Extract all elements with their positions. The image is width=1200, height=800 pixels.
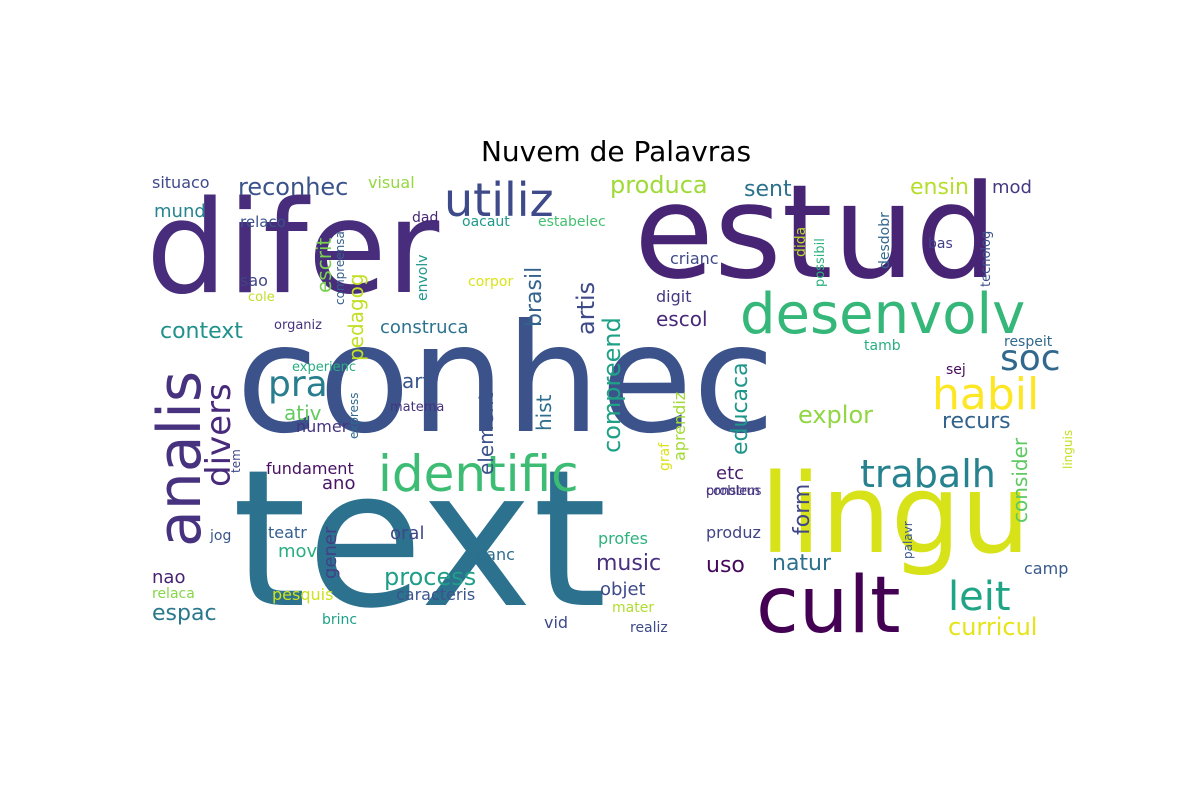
cloud-word: curricul xyxy=(948,613,1038,641)
cloud-word: danc xyxy=(476,545,515,564)
cloud-word: explor xyxy=(798,401,873,429)
cloud-word: natur xyxy=(772,551,832,576)
cloud-word: dida xyxy=(793,226,809,257)
cloud-word: digit xyxy=(656,287,692,306)
cloud-word: respeit xyxy=(1004,334,1053,350)
cloud-word: trabalh xyxy=(860,452,996,496)
cloud-word: relaco xyxy=(240,213,286,231)
cloud-word: linguis xyxy=(1061,429,1075,469)
cloud-word: mater xyxy=(612,600,655,616)
cloud-word: soc xyxy=(1000,338,1061,379)
page-title: Nuvem de Palavras xyxy=(480,135,752,168)
cloud-word: element xyxy=(474,392,498,475)
cloud-word: teatr xyxy=(268,523,307,542)
cloud-word: compreensa xyxy=(333,231,347,305)
cloud-word: compreend xyxy=(598,317,626,453)
cloud-word: profes xyxy=(598,529,648,548)
cloud-word: mod xyxy=(992,177,1032,198)
cloud-word: artis xyxy=(572,281,600,335)
cloud-word: uso xyxy=(706,553,745,578)
cloud-word: process xyxy=(384,563,477,591)
cloud-word: matema xyxy=(390,400,445,415)
cloud-word: nao xyxy=(152,567,186,588)
cloud-word: objet xyxy=(600,579,646,600)
cloud-word: pesquis xyxy=(272,585,334,604)
cloud-word: music xyxy=(596,551,662,576)
cloud-word: jog xyxy=(210,528,232,544)
cloud-word: construca xyxy=(380,317,469,338)
cloud-word: tecnolog xyxy=(979,230,994,287)
cloud-word: pra xyxy=(268,364,328,405)
cloud-word: reconhec xyxy=(238,175,349,201)
cloud-word: camp xyxy=(1024,559,1069,578)
cloud-word: sej xyxy=(946,362,966,378)
cloud-word: caracteris xyxy=(396,585,476,604)
cloud-word: graf xyxy=(657,442,673,471)
cloud-word: sent xyxy=(744,177,792,202)
cloud-word: conhec xyxy=(236,293,776,467)
cloud-word: construs xyxy=(706,484,762,499)
cloud-word: estud xyxy=(634,175,998,308)
cloud-word: dad xyxy=(412,210,439,226)
cloud-word: desenvolv xyxy=(740,282,1026,347)
cloud-word: mov xyxy=(278,541,318,562)
cloud-word: possibil xyxy=(813,238,828,287)
cloud-word: text xyxy=(232,429,607,645)
cloud-word: ativ xyxy=(284,401,322,425)
word-cloud: conhec text difer estud lingu cult desen… xyxy=(150,175,1082,645)
cloud-word: ano xyxy=(322,473,356,494)
cloud-word: brinc xyxy=(322,612,358,628)
cloud-word: oacaut xyxy=(462,214,510,230)
cloud-word: escrit xyxy=(312,237,336,293)
cloud-word: lingu xyxy=(760,450,1031,578)
cloud-word: tamb xyxy=(864,338,901,354)
cloud-word: experienc xyxy=(292,360,357,375)
cloud-word: identific xyxy=(378,445,579,503)
cloud-word: relaca xyxy=(152,586,195,602)
cloud-word: etc xyxy=(716,463,745,484)
cloud-word: escol xyxy=(656,307,708,331)
cloud-word: form xyxy=(790,483,815,535)
cloud-word: oral xyxy=(390,523,425,544)
cloud-word: sao xyxy=(240,271,268,290)
cloud-word: corpor xyxy=(468,274,514,290)
cloud-word: difer xyxy=(150,175,440,323)
cloud-word: art xyxy=(402,369,431,393)
cloud-word: cole xyxy=(248,290,275,305)
cloud-word: bas xyxy=(928,236,953,252)
cloud-word: espac xyxy=(152,601,217,626)
cloud-word: context xyxy=(160,319,243,344)
cloud-word: ensin xyxy=(910,175,969,200)
cloud-word: problem xyxy=(706,484,760,499)
cloud-word: visual xyxy=(368,175,415,192)
cloud-word: crianc xyxy=(670,249,719,268)
cloud-word: realiz xyxy=(630,620,668,636)
cloud-word: mund xyxy=(154,201,206,222)
cloud-word: express xyxy=(347,392,361,439)
cloud-word: recurs xyxy=(942,409,1011,434)
cloud-word: leit xyxy=(948,574,1011,620)
cloud-word: educaca xyxy=(728,362,753,455)
cloud-word: brasil xyxy=(522,266,547,327)
cloud-word: consider xyxy=(1008,437,1032,523)
cloud-word: pedagog xyxy=(344,273,368,361)
cloud-word: utiliz xyxy=(444,175,554,227)
cloud-word: situaco xyxy=(152,175,210,192)
cloud-word: gener xyxy=(320,526,341,579)
cloud-word: produca xyxy=(610,175,708,199)
cloud-word: aprendiz xyxy=(670,391,689,461)
cloud-word: cult xyxy=(756,561,901,645)
cloud-word: fundament xyxy=(266,459,354,478)
cloud-word: hist xyxy=(532,394,556,432)
cloud-word: envolv xyxy=(415,254,431,301)
cloud-word: vid xyxy=(544,613,569,632)
cloud-word: organiz xyxy=(274,318,322,333)
cloud-word: tem xyxy=(229,449,243,473)
cloud-word: desdobr xyxy=(877,212,893,269)
cloud-word: numer xyxy=(296,417,349,436)
cloud-word: palavr xyxy=(901,521,915,559)
cloud-word: produz xyxy=(706,523,761,542)
cloud-word: habil xyxy=(932,369,1040,420)
cloud-word: estabelec xyxy=(538,214,606,230)
